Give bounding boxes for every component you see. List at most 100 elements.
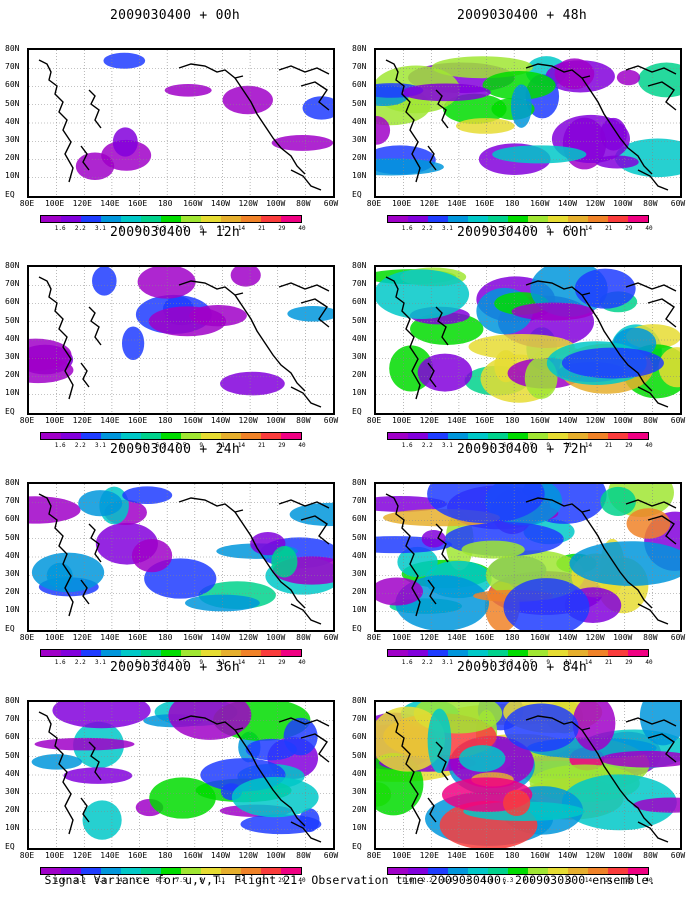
longitude-label: 80E: [19, 633, 35, 642]
colorbar-label: 29: [278, 877, 286, 884]
colorbar-label: 9: [546, 877, 551, 884]
latitude-label: 30N: [5, 135, 20, 144]
variance-region: [302, 96, 333, 120]
colorbar-swatch: [161, 216, 181, 222]
latitude-label: 70N: [5, 62, 20, 72]
longitude-label: 120W: [238, 416, 258, 425]
colorbar-label: 2.2: [421, 442, 433, 449]
latitude-label: 60N: [5, 297, 20, 307]
colorbar-swatch: [81, 868, 101, 874]
coastline: [88, 306, 102, 346]
variance-region: [376, 158, 444, 176]
colorbar-swatch: [628, 868, 648, 874]
colorbar-label: 21: [258, 659, 266, 666]
longitude-label: 120E: [419, 416, 439, 425]
colorbar-swatch: [548, 216, 568, 222]
variance-region: [417, 353, 473, 392]
colorbar-label: 3.1: [442, 659, 453, 666]
colorbar-label: 2.2: [74, 659, 86, 666]
variance-map: [29, 702, 333, 848]
colorbar-label: 4: [118, 659, 123, 666]
longitude-label: 180: [504, 199, 520, 208]
colorbar-swatch: [488, 216, 508, 222]
longitude-label: 80W: [296, 416, 311, 425]
variance-region: [639, 702, 680, 746]
longitude-label: 180: [504, 851, 520, 860]
colorbar-swatch: [241, 433, 261, 439]
colorbar-label: 29: [625, 442, 633, 449]
colorbar-label: 9: [199, 442, 204, 449]
longitude-label: 160W: [530, 199, 550, 208]
colorbar-label: 1.6: [401, 225, 413, 232]
map-area: [27, 48, 335, 198]
longitude-label: 60W: [323, 416, 339, 425]
colorbar-swatch: [628, 650, 648, 656]
longitude-label: 120E: [419, 851, 439, 860]
colorbar-swatch: [261, 216, 281, 222]
colorbar-swatch: [568, 650, 588, 656]
coastline: [385, 493, 421, 617]
colorbar-label: 3.1: [442, 225, 453, 232]
colorbar: [387, 649, 649, 657]
longitude-label: 140W: [557, 851, 578, 860]
variance-region: [554, 58, 595, 90]
latitude-label: 30N: [5, 569, 20, 578]
colorbar-label: 5.1: [135, 659, 147, 666]
latitude-label: 60N: [352, 514, 367, 524]
coastline: [385, 276, 421, 400]
coastline: [300, 515, 330, 545]
latitude-label: 50N: [352, 532, 367, 542]
colorbar-swatch: [241, 216, 261, 222]
colorbar-swatch: [141, 650, 161, 656]
colorbar-swatch: [181, 868, 201, 874]
variance-region: [503, 789, 531, 816]
latitude-label: EQ: [5, 189, 15, 199]
colorbar-swatch: [408, 433, 428, 439]
variance-map: [29, 50, 333, 196]
longitude-label: 160E: [474, 416, 495, 425]
panel-title: 2009030400 + 12h: [109, 225, 241, 240]
longitude-label: 160E: [474, 199, 495, 208]
colorbar-swatch: [408, 216, 428, 222]
colorbar: [40, 649, 302, 657]
longitude-label: 100E: [391, 416, 412, 425]
colorbar-label: 21: [258, 442, 266, 449]
colorbar-label: 11: [217, 659, 225, 666]
colorbar-label: 11: [217, 225, 225, 232]
latitude-label: 20N: [5, 153, 20, 163]
coastline: [38, 276, 74, 400]
colorbar-label: 21: [605, 659, 613, 666]
colorbar-swatch: [468, 868, 488, 874]
colorbar-label: 7.5: [522, 225, 534, 232]
longitude-label: 180: [157, 416, 173, 425]
longitude-label: 100E: [391, 633, 412, 642]
coastline: [88, 89, 102, 129]
colorbar: [387, 867, 649, 875]
colorbar-label: 21: [605, 442, 613, 449]
colorbar-swatch: [81, 650, 101, 656]
colorbar-swatch: [608, 868, 628, 874]
longitude-label: 80E: [19, 416, 35, 425]
colorbar-label: 3.1: [95, 877, 106, 884]
coastline: [38, 493, 74, 617]
colorbar-swatch: [528, 868, 548, 874]
latitude-label: 50N: [5, 532, 20, 542]
colorbar-label: 14: [584, 225, 593, 232]
longitude-label: 180: [504, 633, 520, 642]
latitude-label: 30N: [5, 352, 20, 361]
latitude-label: EQ: [352, 189, 362, 199]
latitude-label: 40N: [352, 116, 367, 126]
latitude-label: 20N: [352, 370, 367, 380]
variance-region: [510, 84, 532, 128]
latitude-label: 50N: [352, 750, 367, 760]
colorbar-label: 5.1: [135, 225, 147, 232]
colorbar-swatch: [468, 650, 488, 656]
colorbar-label: 40: [645, 225, 653, 232]
longitude-label: 140W: [557, 416, 578, 425]
colorbar-label: 1.6: [401, 442, 413, 449]
colorbar-label: 5.1: [482, 877, 494, 884]
variance-region: [511, 302, 595, 321]
coastline: [88, 523, 102, 563]
colorbar-swatch: [448, 650, 468, 656]
colorbar-label: 21: [258, 225, 266, 232]
